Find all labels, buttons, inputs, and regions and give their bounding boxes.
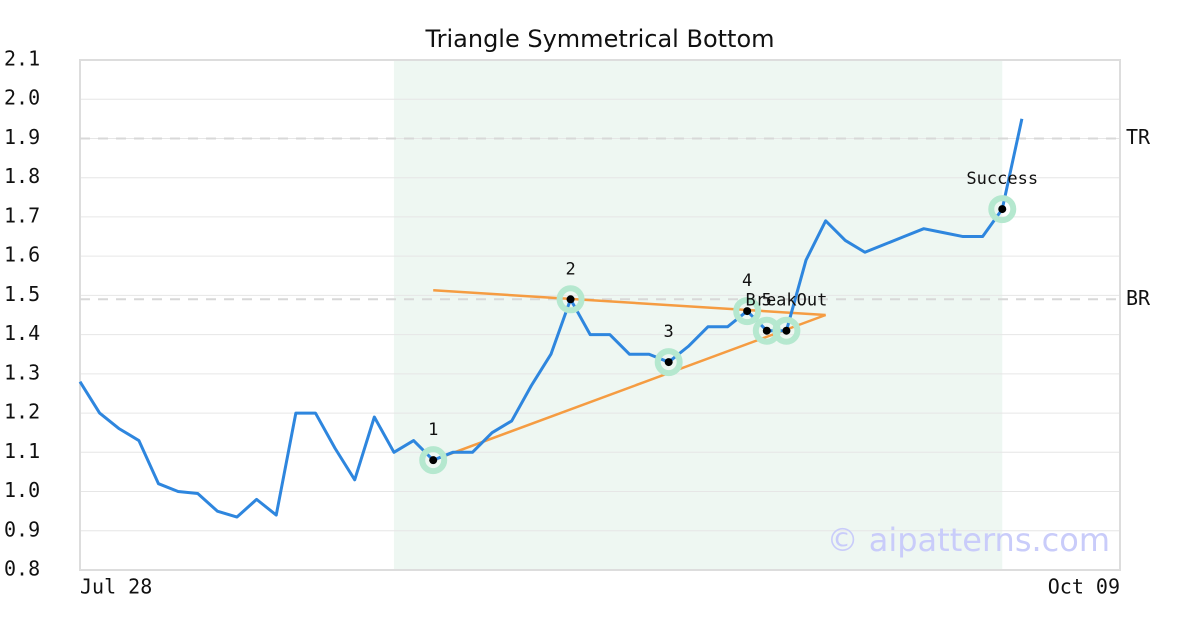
- y-tick-label: 1.4: [4, 321, 40, 345]
- chart-title: Triangle Symmetrical Bottom: [424, 25, 774, 53]
- x-tick-label: Jul 28: [80, 575, 152, 599]
- y-tick-label: 1.1: [4, 439, 40, 463]
- plot-frame: [79, 59, 1121, 571]
- annotation-label: 2: [565, 259, 575, 279]
- annotation-point: [429, 456, 438, 465]
- annotation-label: 1: [428, 420, 438, 440]
- annotation-halo: [988, 195, 1017, 224]
- y-tick-label: 2.1: [4, 47, 40, 71]
- y-tick-label: 0.9: [4, 517, 40, 541]
- annotation-point: [743, 307, 752, 316]
- y-tick-label: 1.6: [4, 243, 40, 267]
- annotation-point: [998, 205, 1007, 214]
- reference-label: TR: [1126, 125, 1151, 149]
- annotation-point: [566, 295, 575, 304]
- annotation-halo: [419, 446, 448, 475]
- y-tick-label: 2.0: [4, 86, 40, 110]
- annotation-label: 5: [762, 291, 772, 311]
- annotation-label: Success: [966, 169, 1038, 189]
- annotation-label: BreakOut: [745, 291, 827, 311]
- annotation-point: [762, 326, 771, 335]
- y-tick-label: 1.2: [4, 400, 40, 424]
- reference-label: BR: [1126, 286, 1151, 310]
- y-tick-label: 0.8: [4, 557, 40, 581]
- annotation-halo: [654, 348, 683, 377]
- watermark: © aipatterns.com: [827, 521, 1110, 559]
- annotation-halo: [556, 285, 585, 314]
- y-tick-label: 1.5: [4, 282, 40, 306]
- annotation-point: [664, 358, 673, 367]
- annotation-label: 4: [742, 271, 752, 291]
- price-line: [78, 118, 1024, 519]
- annotation-label: 3: [664, 322, 674, 342]
- annotation-halo: [772, 316, 801, 345]
- y-tick-label: 1.9: [4, 125, 40, 149]
- annotation-point: [782, 326, 791, 335]
- annotation-halo: [733, 297, 762, 326]
- y-tick-label: 1.0: [4, 478, 40, 502]
- highlight-region: [393, 60, 1003, 570]
- y-tick-label: 1.7: [4, 203, 40, 227]
- x-tick-label: Oct 09: [1048, 575, 1120, 599]
- y-tick-label: 1.8: [4, 164, 40, 188]
- y-tick-label: 1.3: [4, 360, 40, 384]
